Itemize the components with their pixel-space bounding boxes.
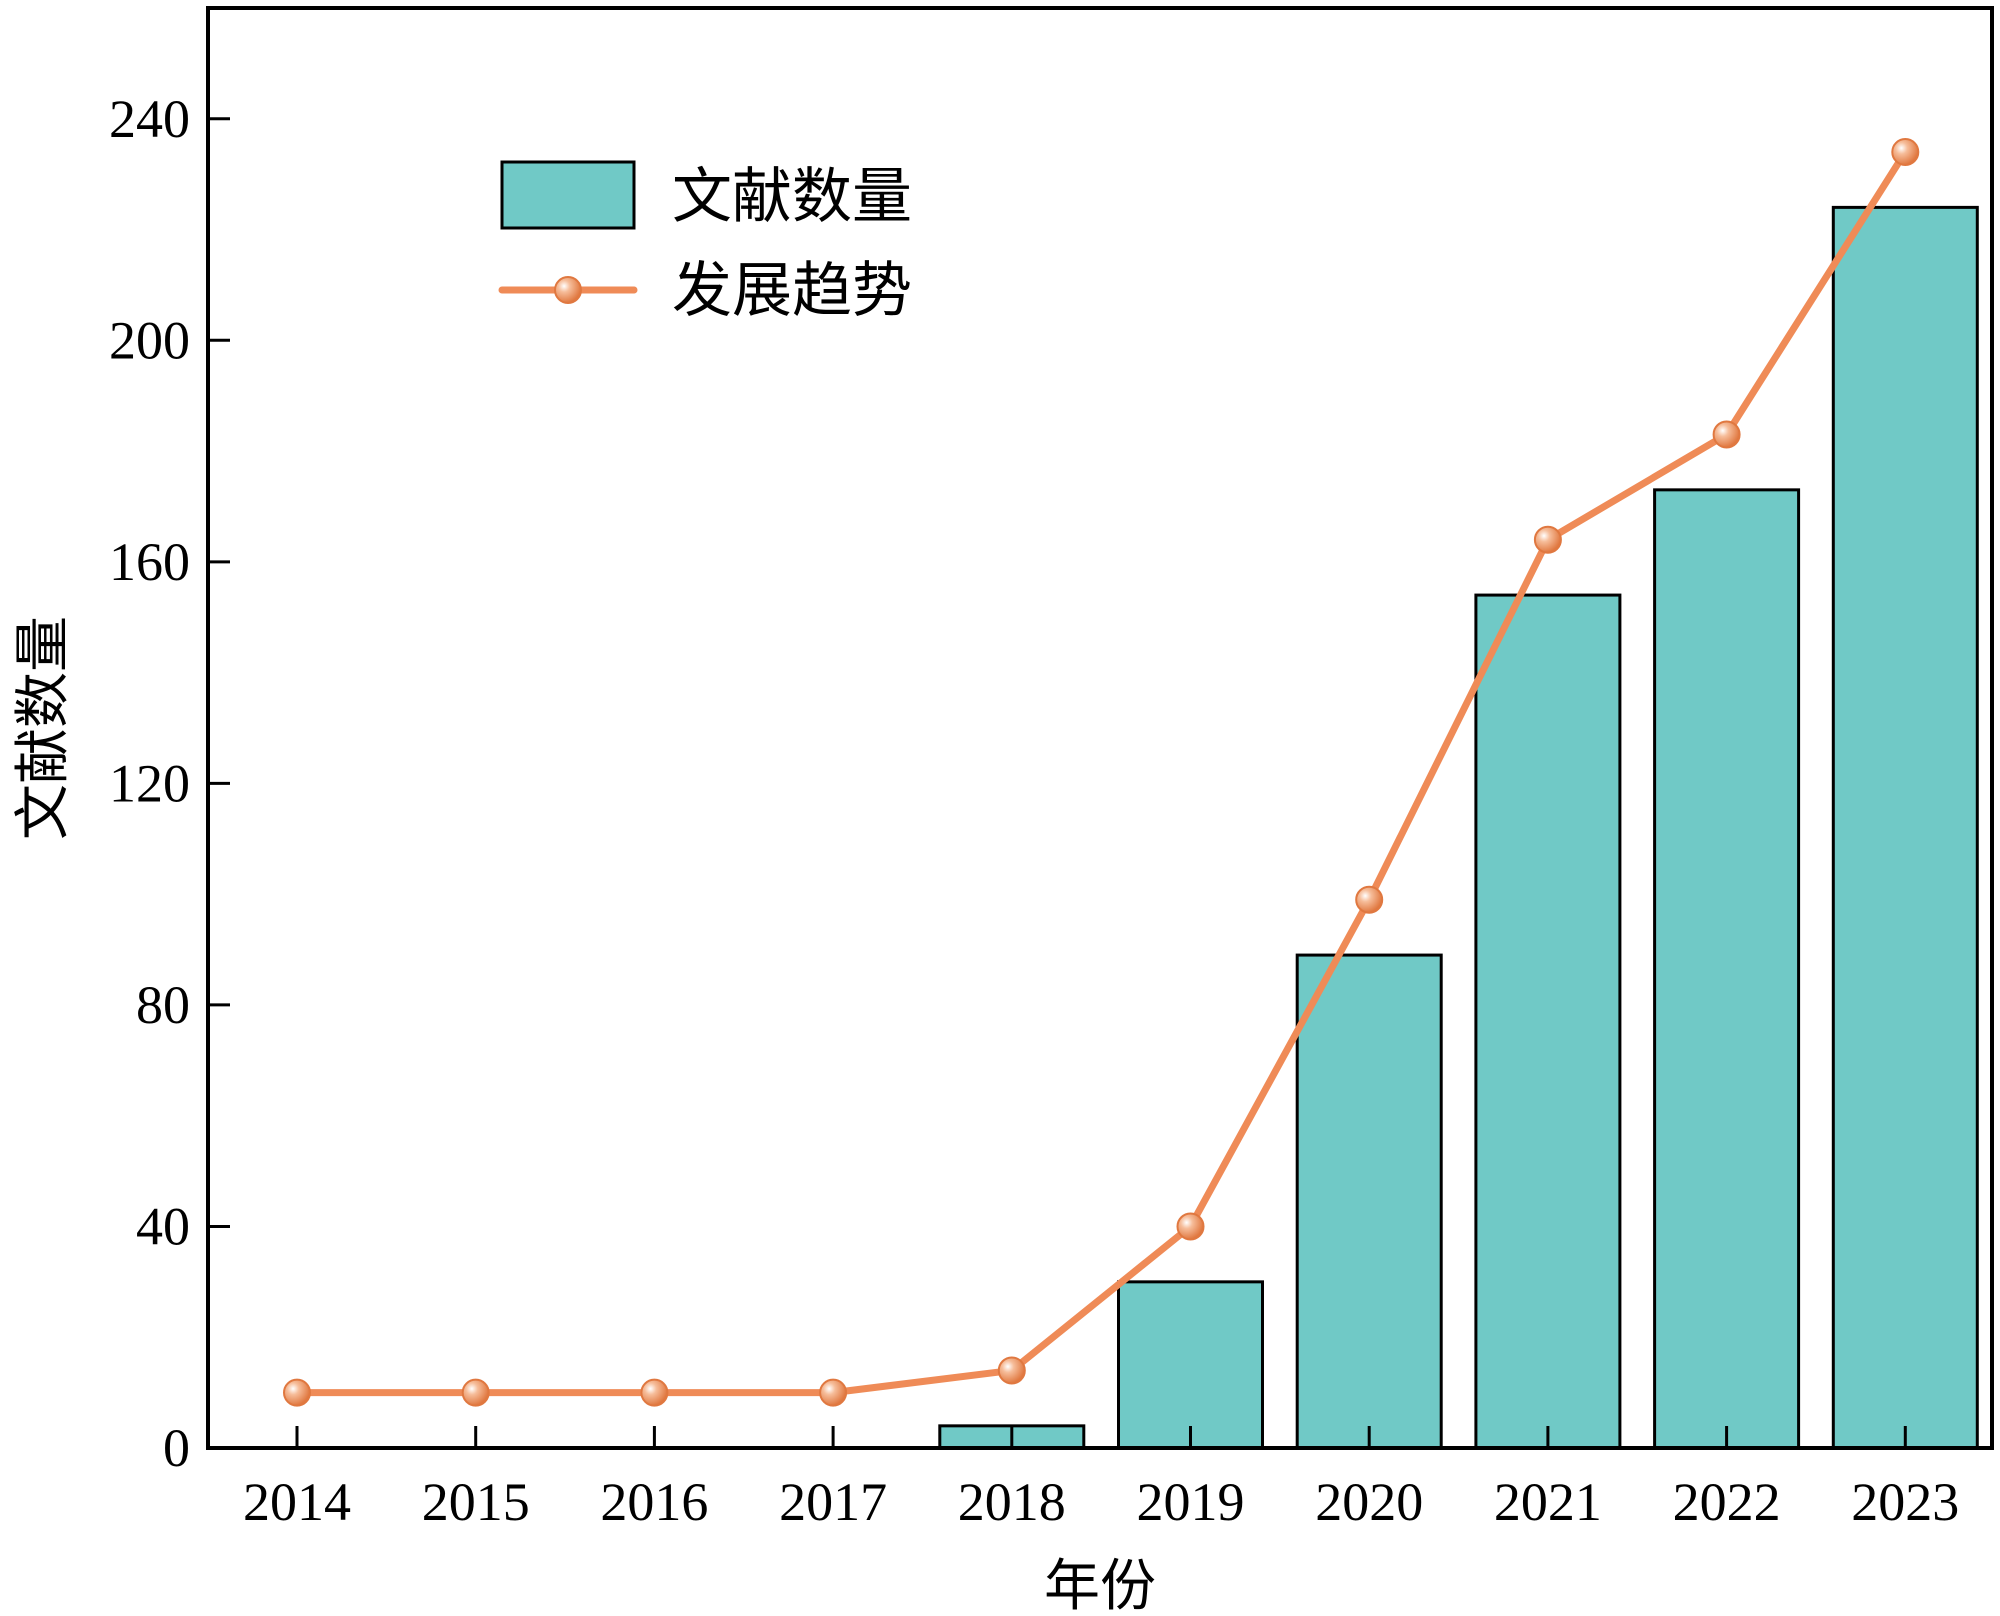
plot-frame <box>206 6 1994 1450</box>
x-tick-label: 2018 <box>958 1472 1066 1532</box>
y-axis: 0 40 80 120 160 200 240 <box>109 89 230 1478</box>
trend-point-2016 <box>640 1378 669 1407</box>
bar-2020 <box>1295 953 1443 1450</box>
y-tick-label: 120 <box>109 753 190 813</box>
x-tick-label: 2020 <box>1315 1472 1423 1532</box>
legend: 文献数量 发展趋势 <box>498 160 912 324</box>
trend-point-2018 <box>997 1356 1026 1385</box>
y-tick-label: 40 <box>136 1196 190 1256</box>
x-tick-label: 2019 <box>1137 1472 1245 1532</box>
trend-point-2019 <box>1176 1212 1205 1241</box>
bar-2023 <box>1831 205 1979 1450</box>
bar-2021 <box>1474 593 1622 1450</box>
x-tick-label: 2015 <box>422 1472 530 1532</box>
bar-2019 <box>1117 1280 1264 1450</box>
x-axis-title: 年份 <box>1044 1556 1156 1616</box>
x-tick-label: 2017 <box>779 1472 887 1532</box>
x-tick-label: 2014 <box>243 1472 351 1532</box>
y-tick-label: 240 <box>109 89 190 149</box>
x-tick-label: 2022 <box>1673 1472 1781 1532</box>
trend-point-2021 <box>1533 525 1562 554</box>
bar-2022 <box>1653 488 1801 1450</box>
trend-line <box>293 148 1909 1397</box>
y-axis-title: 文献数量 <box>13 616 75 840</box>
line-layer <box>283 138 1920 1407</box>
y-tick-label: 200 <box>109 310 190 370</box>
trend-point-2022 <box>1712 420 1741 449</box>
x-tick-label: 2016 <box>600 1472 708 1532</box>
trend-point-2023 <box>1891 138 1920 166</box>
y-tick-label: 80 <box>136 975 190 1035</box>
legend-line-marker <box>554 276 582 304</box>
trend-point-2014 <box>283 1378 311 1407</box>
x-tick-label: 2023 <box>1851 1472 1959 1532</box>
legend-bar-swatch <box>500 160 636 230</box>
legend-bar-label: 文献数量 <box>672 164 912 230</box>
y-tick-label: 0 <box>163 1418 190 1478</box>
y-tick-label: 160 <box>109 532 190 592</box>
trend-point-2020 <box>1355 885 1384 914</box>
x-tick-label: 2021 <box>1494 1472 1602 1532</box>
trend-point-2015 <box>461 1378 490 1407</box>
trend-point-2017 <box>819 1378 848 1407</box>
legend-line-label: 发展趋势 <box>672 258 912 324</box>
bars-layer <box>938 205 1979 1450</box>
x-axis: 2014 2015 2016 2017 2018 2019 2020 2021 2022 2023 <box>243 1426 1959 1532</box>
